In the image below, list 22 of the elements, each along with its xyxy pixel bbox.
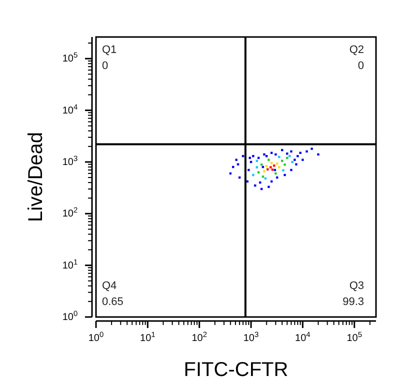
x-tick-label: 10$^{4}$ [295,330,310,344]
y-axis-title: Live/Dead [25,132,47,222]
annotation: 0 [358,60,364,72]
y-tick-label: 10$^{0}$ [62,308,78,323]
x-tick-label: 10$^{0}$ [88,330,104,344]
x-tick-label: 10$^{5}$ [346,330,362,344]
annotation: 0.65 [102,296,124,308]
annotation: 99.3 [342,296,364,308]
x-axis-title: FITC-CFTR [184,359,288,381]
annotation: Q1 [102,44,117,56]
annotation: Q2 [349,44,364,56]
y-tick-label: 10$^{2}$ [62,205,78,220]
x-tick-label: 10$^{1}$ [140,330,156,344]
y-tick-label: 10$^{4}$ [62,102,78,116]
y-tick-label: 10$^{5}$ [62,50,78,65]
annotation: Q3 [349,280,364,292]
y-tick-label: 10$^{3}$ [62,153,78,168]
annotation: Q4 [102,280,117,292]
x-tick-label: 10$^{2}$ [192,330,207,344]
y-tick-label: 10$^{1}$ [62,256,78,272]
annotation: 0 [102,60,108,72]
x-tick-label: 10$^{3}$ [243,330,259,344]
